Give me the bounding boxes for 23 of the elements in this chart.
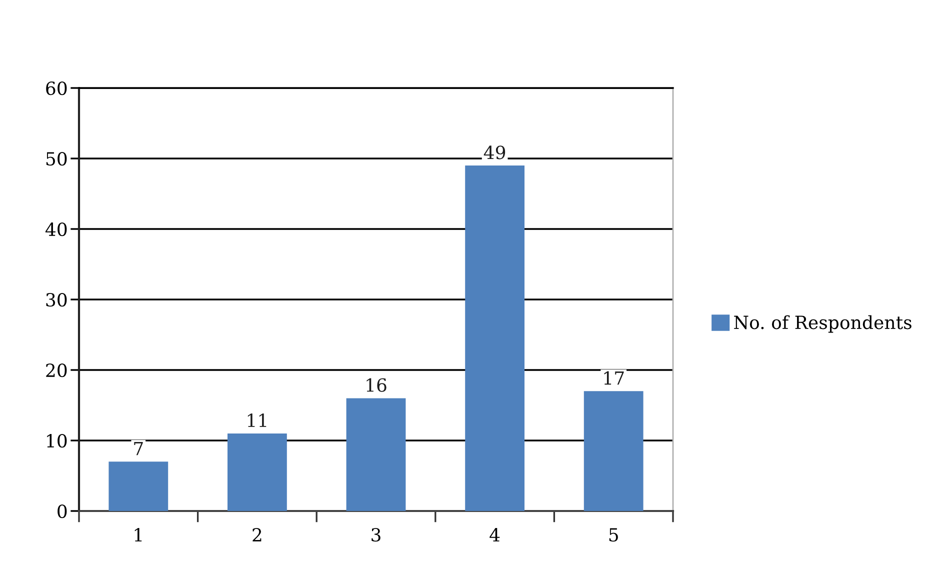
data-label: 49 <box>484 146 506 160</box>
x-tick-label: 2 <box>252 528 262 542</box>
data-label: 7 <box>134 442 143 456</box>
legend-label: No. of Respondents <box>734 315 912 333</box>
bar <box>108 462 168 511</box>
bar <box>465 166 524 511</box>
y-tick-label: 0 <box>58 504 67 518</box>
y-tick-label: 20 <box>46 363 67 378</box>
y-tick-label: 60 <box>46 81 67 96</box>
data-label: 17 <box>604 371 624 385</box>
bar <box>584 391 644 511</box>
x-tick-label: 1 <box>134 528 142 542</box>
y-tick-label: 30 <box>46 292 67 307</box>
y-tick-label: 50 <box>46 152 67 166</box>
x-tick-label: 3 <box>372 528 380 542</box>
x-tick-label: 5 <box>609 528 618 542</box>
data-label: 11 <box>248 414 266 427</box>
bar <box>346 398 406 511</box>
x-tick-label: 4 <box>490 528 500 542</box>
y-tick-label: 10 <box>47 434 67 448</box>
y-tick-label: 40 <box>45 222 67 236</box>
data-label: 16 <box>366 378 386 392</box>
bar <box>228 433 287 511</box>
